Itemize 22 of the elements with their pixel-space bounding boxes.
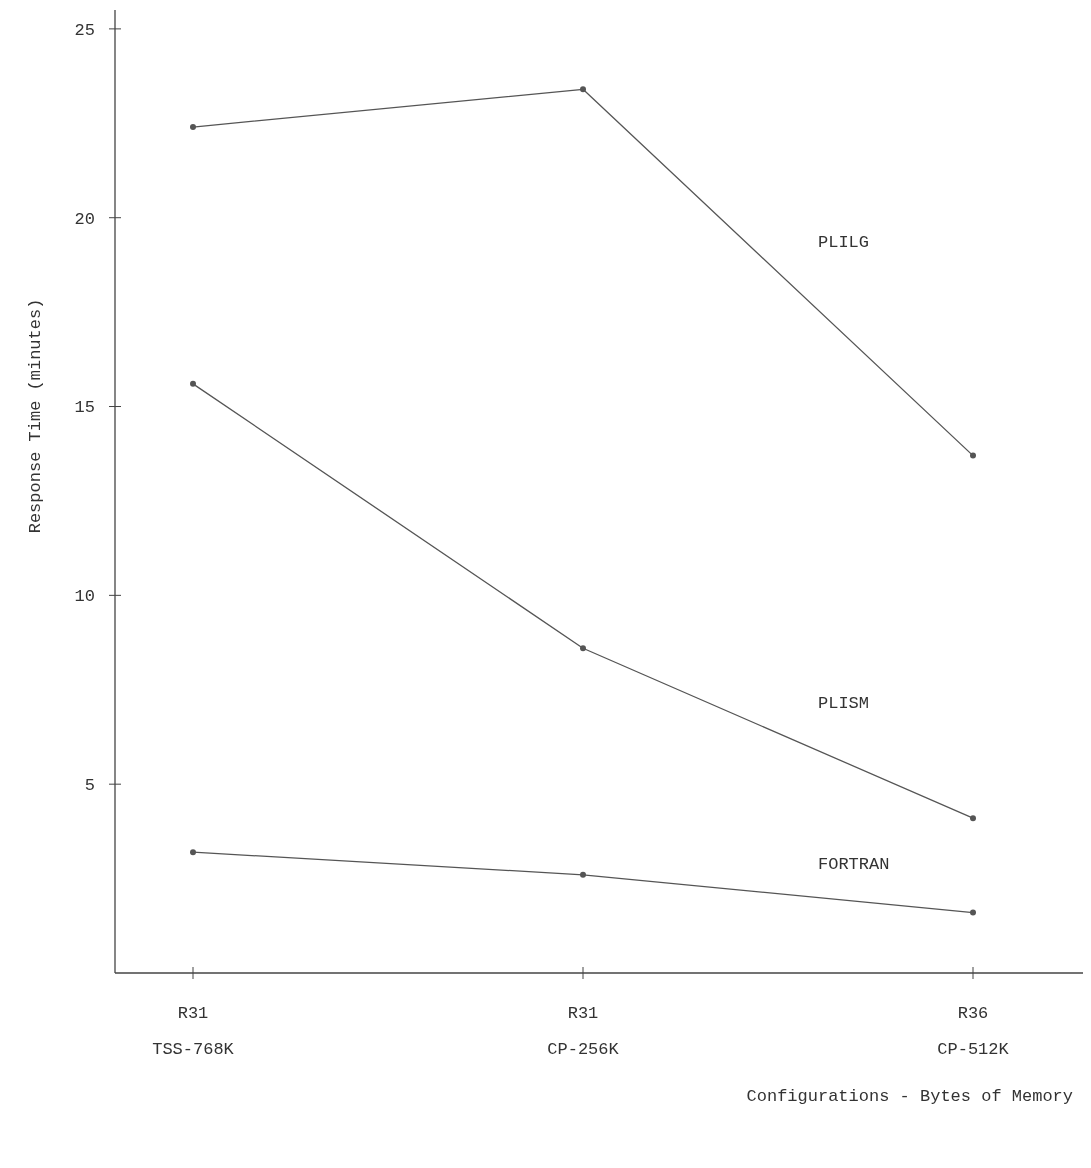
- y-tick-label: 5: [84, 776, 95, 796]
- point: [970, 909, 976, 916]
- text: PLILG: [818, 233, 870, 253]
- y-tick-label: 10: [74, 587, 95, 607]
- point: [970, 452, 976, 459]
- x-axis-title: Configurations - Bytes of Memory: [746, 1087, 1073, 1106]
- y-axis-title: Response Time (minutes): [26, 298, 45, 534]
- point: [190, 124, 196, 131]
- x-tick-label: R31 TSS-768K: [152, 1004, 235, 1059]
- point: [580, 645, 586, 652]
- point: [970, 815, 976, 822]
- point: [190, 849, 196, 856]
- series-label: FORTRAN: [818, 854, 890, 874]
- point: [190, 380, 196, 387]
- point: [580, 86, 586, 93]
- text: PLISM: [818, 694, 870, 714]
- y-tick-label: 20: [74, 209, 95, 229]
- x-tick-label: R36 CP-512K: [937, 1004, 1010, 1059]
- x-tick-label: R31 CP-256K: [547, 1004, 620, 1059]
- y-tick-label: 15: [74, 398, 95, 418]
- y-tick-label: 25: [74, 20, 95, 40]
- point: [580, 871, 586, 878]
